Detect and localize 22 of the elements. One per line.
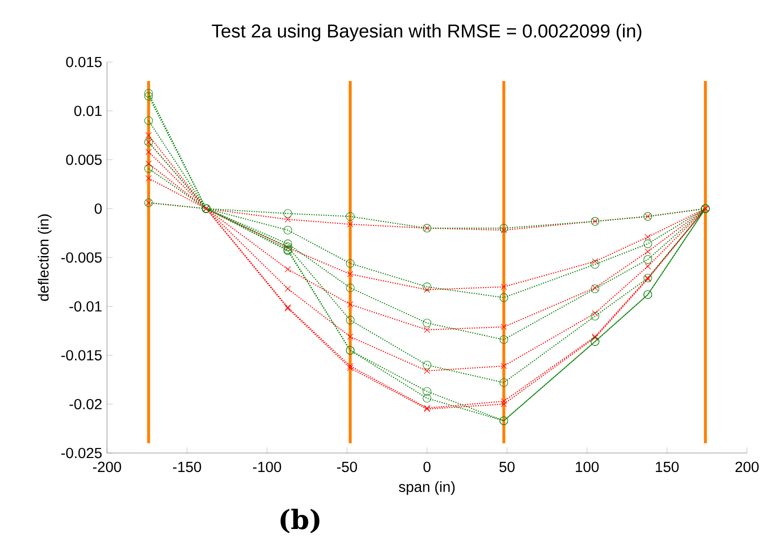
x-tick-label: -100 [252, 462, 282, 472]
x-tick-label: 200 [736, 462, 759, 472]
y-tick-label: 0.01 [74, 106, 102, 116]
x-tick-label: 150 [656, 462, 679, 472]
text: (b) [280, 508, 320, 534]
x-tick-label: -150 [172, 462, 202, 472]
y-tick-label: -0.01 [70, 301, 102, 312]
y-tick-label: -0.015 [61, 350, 102, 360]
y-axis-title: deflection (in) [38, 214, 52, 301]
x-tick-label: -200 [92, 462, 122, 472]
y-tick-label: 0.015 [66, 56, 102, 68]
y-tick-label: -0.025 [61, 448, 102, 458]
y-tick-label: -0.005 [61, 252, 102, 263]
y-tick-label: -0.02 [70, 398, 102, 410]
chart-title: Test 2a using Bayesian with RMSE = 0.0022099 (in) [212, 24, 642, 42]
y-tick-label: 0.005 [66, 154, 102, 165]
x-tick-label: 100 [576, 462, 599, 472]
x-axis-title: span (in) [398, 481, 455, 495]
x-tick-label: 50 [499, 462, 515, 472]
x-tick-label: 0 [423, 462, 430, 472]
x-tick-label: -50 [337, 462, 358, 472]
y-tick-label: 0 [94, 203, 102, 214]
